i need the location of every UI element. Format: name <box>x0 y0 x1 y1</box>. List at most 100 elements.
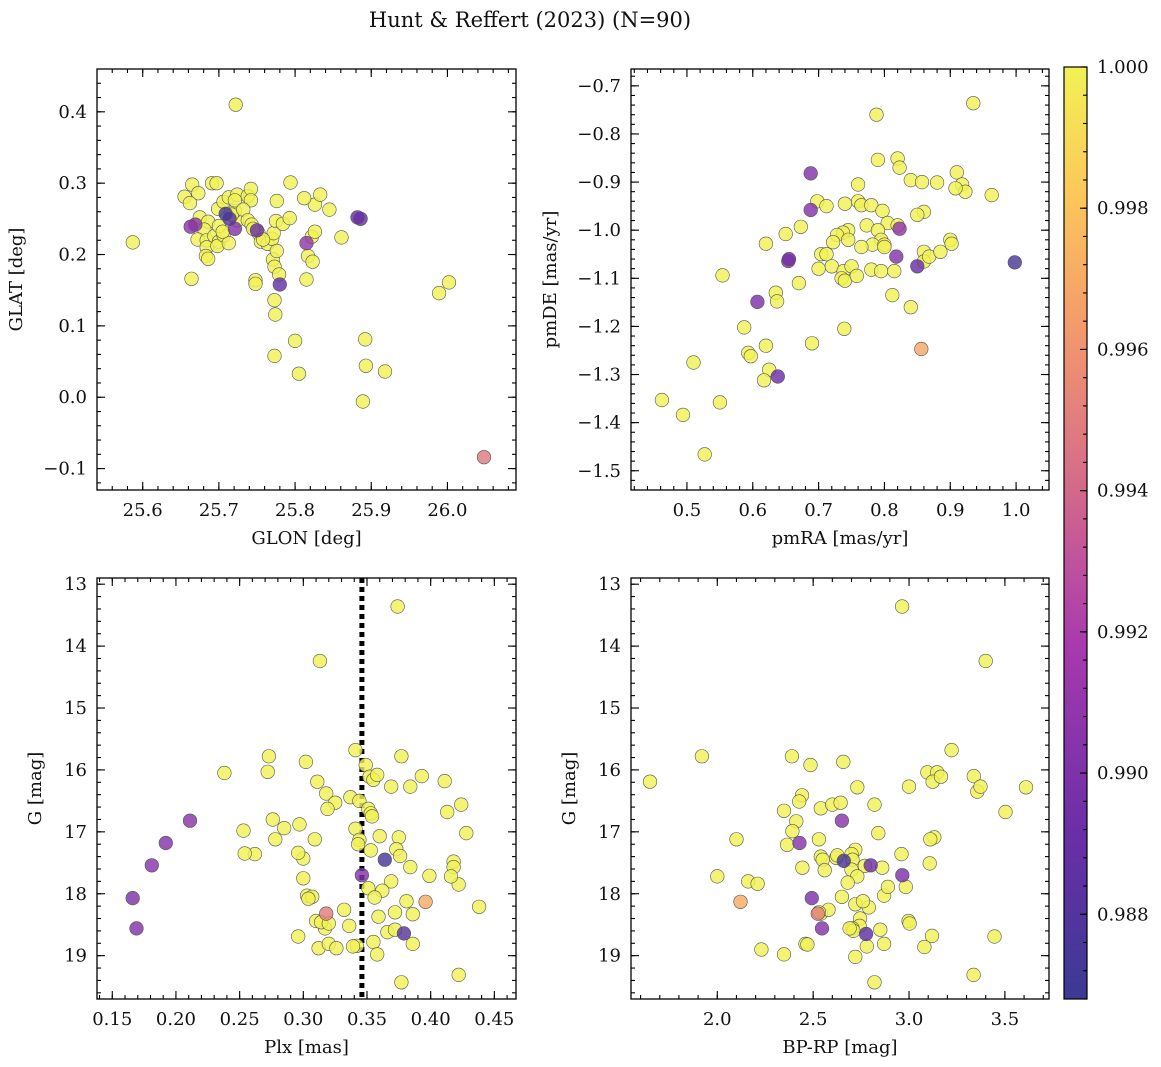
scatter-point <box>750 294 765 310</box>
scatter-point <box>371 909 386 924</box>
y-tick-label: 14 <box>598 636 621 657</box>
scatter-point <box>889 249 904 264</box>
scatter-point <box>842 921 857 936</box>
scatter-point <box>377 364 393 379</box>
scatter-point <box>804 890 819 906</box>
x-tick-label: 0.35 <box>347 1009 387 1030</box>
scatter-point <box>923 832 938 847</box>
scatter-point <box>933 244 948 259</box>
scatter-point <box>998 804 1013 820</box>
scatter-point <box>390 599 405 614</box>
scatter-point <box>675 407 691 423</box>
axes-frame <box>630 68 1050 491</box>
scatter-point <box>384 779 399 794</box>
scatter-point <box>399 894 414 909</box>
scatter-point <box>776 803 792 818</box>
scatter-point <box>785 824 800 839</box>
scatter-point <box>814 921 830 936</box>
scatter-point <box>319 786 334 801</box>
colorbar-tick-label: 0.994 <box>1097 481 1149 502</box>
scatter-point <box>867 797 882 812</box>
x-tick-label: 1.0 <box>1002 500 1031 521</box>
scatter-point <box>320 801 335 817</box>
scatter-point <box>848 949 863 965</box>
scatter-point <box>929 175 945 190</box>
scatter-point <box>248 276 263 291</box>
scatter-point <box>850 780 865 795</box>
scatter-point <box>405 907 420 922</box>
scatter-point <box>779 837 795 852</box>
scatter-point <box>377 852 392 867</box>
scatter-point <box>811 832 827 847</box>
scatter-point <box>454 797 469 812</box>
scatter-point <box>870 152 886 167</box>
colorbar-tick-label: 0.996 <box>1097 339 1149 360</box>
scatter-point <box>393 848 408 864</box>
scatter-point <box>733 894 748 909</box>
y-tick-label: 18 <box>598 884 621 905</box>
x-tick-label: 0.8 <box>870 500 899 521</box>
scatter-point <box>269 243 284 259</box>
scatter-point <box>922 856 937 871</box>
x-tick-label: 0.6 <box>738 500 767 521</box>
scatter-point <box>819 247 834 262</box>
y-tick-label: 15 <box>64 698 87 719</box>
scatter-point <box>288 333 303 349</box>
scatter-point <box>978 653 993 669</box>
y-tick-label: −1.1 <box>577 268 621 289</box>
y-axis-label: GLAT [deg] <box>6 228 27 332</box>
x-axis-label: pmRA [mas/yr] <box>772 528 909 549</box>
scatter-point <box>758 236 774 251</box>
axes-frame <box>96 577 517 1000</box>
y-tick-label: −1.2 <box>577 316 621 337</box>
scatter-point <box>350 210 365 225</box>
scatter-point <box>249 223 265 238</box>
scatter-point <box>228 97 243 112</box>
scatter-point <box>348 742 363 758</box>
scatter-point <box>850 177 866 192</box>
scatter-point <box>892 221 907 236</box>
scatter-point <box>265 812 280 827</box>
scatter-point <box>227 193 242 208</box>
scatter-point <box>182 813 198 828</box>
scatter-point <box>443 869 459 884</box>
scatter-point <box>966 96 981 111</box>
scatter-point <box>405 936 420 952</box>
scatter-point <box>836 853 851 869</box>
colorbar-tick-label: 0.988 <box>1097 904 1149 925</box>
y-tick-label: 14 <box>64 636 87 657</box>
y-tick-label: 0.0 <box>58 387 87 408</box>
scatter-point <box>800 937 815 952</box>
scatter-point <box>902 916 917 931</box>
scatter-point <box>944 742 959 758</box>
scatter-point <box>803 202 818 218</box>
scatter-panel-pmra-pmde: 0.5 0.6 0.7 0.8 0.9 1.0 −1.5 −1.4 −1.3 −1.2 −1.1 −1… <box>540 68 1050 549</box>
scatter-point <box>322 202 337 217</box>
scatter-point <box>472 899 487 914</box>
scatter-point <box>307 832 322 847</box>
scatter-point <box>414 768 429 784</box>
scatter-point <box>277 820 292 836</box>
x-axis-label: BP-RP [mag] <box>782 1037 897 1058</box>
y-tick-label: −0.7 <box>577 76 621 97</box>
scatter-point <box>267 293 282 308</box>
scatter-point <box>418 894 433 909</box>
y-tick-label: 15 <box>598 698 621 719</box>
x-tick-label: 0.5 <box>673 500 702 521</box>
scatter-point <box>391 830 406 845</box>
scatter-point <box>903 300 918 315</box>
scatter-panel-glon-glat: 25.6 25.7 25.8 25.9 26.0 −0.1 0.0 0.1 0.2 0.3 0.4 G… <box>6 68 517 549</box>
y-tick-label: 0.4 <box>58 102 87 123</box>
scatter-point <box>803 757 818 773</box>
x-tick-label: 0.40 <box>411 1009 451 1030</box>
scatter-point <box>329 941 344 956</box>
scatter-point <box>282 211 297 226</box>
scatter-point <box>855 894 871 909</box>
scatter-point <box>793 219 808 234</box>
scatter-point <box>914 341 929 357</box>
x-tick-label: 25.7 <box>199 500 239 521</box>
y-tick-label: 16 <box>64 760 87 781</box>
x-tick-label: 3.5 <box>991 1009 1020 1030</box>
scatter-point <box>352 793 367 809</box>
scatter-point <box>272 277 287 292</box>
